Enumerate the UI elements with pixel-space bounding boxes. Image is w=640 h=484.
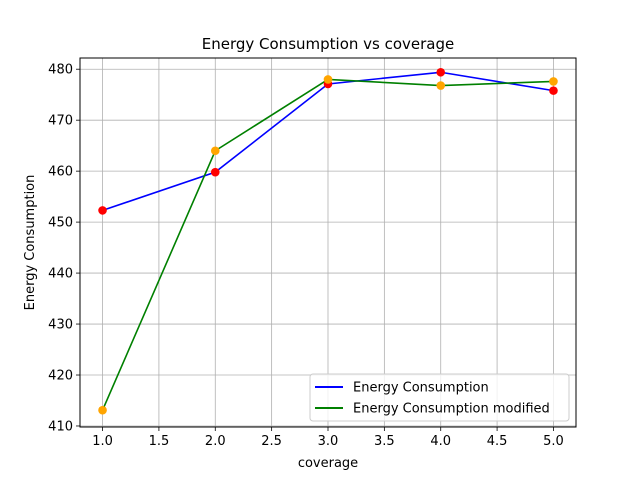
series-1-point <box>210 167 220 177</box>
y-axis-ticks: 410 420 430 440 450 460 470 480 <box>48 63 80 434</box>
y-tick-label: 440 <box>48 267 73 282</box>
y-tick-label: 430 <box>48 318 73 333</box>
y-axis-label: Energy Consumption <box>23 175 38 311</box>
legend-label-series-1: Energy Consumption <box>353 381 489 396</box>
x-tick-label: 3.5 <box>374 434 395 449</box>
y-tick-label: 480 <box>48 63 73 78</box>
series-1-point <box>436 67 446 77</box>
series-2-point <box>323 75 333 84</box>
x-tick-label: 1.0 <box>92 434 113 449</box>
x-tick-label: 5.0 <box>543 434 564 449</box>
x-axis-label: coverage <box>298 456 358 471</box>
y-tick-label: 470 <box>48 114 73 129</box>
x-tick-label: 4.0 <box>430 434 451 449</box>
y-tick-label: 460 <box>48 165 73 180</box>
y-tick-label: 420 <box>48 369 73 384</box>
series-markers <box>98 67 558 415</box>
series-1-point <box>549 86 558 95</box>
chart-title: Energy Consumption vs coverage <box>202 35 455 53</box>
series-1-point <box>98 206 107 215</box>
legend: Energy Consumption Energy Consumption mo… <box>309 373 570 422</box>
series-2-point <box>549 77 558 86</box>
x-tick-label: 2.5 <box>261 434 282 449</box>
series-2-point <box>210 146 220 156</box>
legend-label-series-2: Energy Consumption modified <box>353 402 550 417</box>
x-tick-label: 3.0 <box>318 434 339 449</box>
legend-box <box>309 373 570 422</box>
x-tick-label: 1.5 <box>149 434 170 449</box>
series-2-point <box>436 81 446 90</box>
series-2-point <box>98 405 107 415</box>
y-tick-label: 450 <box>48 216 73 231</box>
x-axis-ticks: 1.0 1.5 2.0 2.5 3.0 3.5 4.0 4.5 5.0 <box>92 427 564 449</box>
x-tick-label: 4.5 <box>487 434 508 449</box>
y-tick-label: 410 <box>48 419 73 434</box>
x-tick-label: 2.0 <box>205 434 226 449</box>
